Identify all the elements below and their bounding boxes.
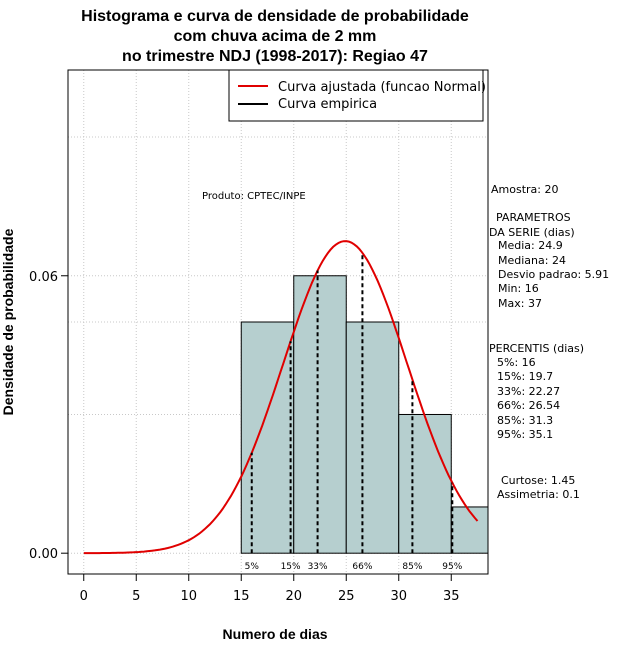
y-tick-label: 0.00 [29, 547, 58, 562]
x-tick-label: 0 [80, 589, 88, 604]
legend-box [228, 69, 484, 122]
stat-p66: 66%: 26.54 [497, 399, 560, 412]
histogram-bar [398, 413, 452, 554]
histogram-bars [240, 275, 489, 554]
percentile-label: 33% [308, 562, 328, 572]
stat-p33: 33%: 22.27 [497, 385, 560, 398]
x-tick-label: 30 [390, 589, 407, 604]
stat-assimetria: Assimetria: 0.1 [497, 488, 580, 501]
chart-title-line-3: no trimestre NDJ (1998-2017): Regiao 47 [122, 48, 428, 65]
stat-p95: 95%: 35.1 [497, 428, 553, 441]
credit-text: Produto: CPTEC/INPE [202, 191, 306, 202]
stat-p5: 5%: 16 [497, 356, 536, 369]
x-tick-label: 15 [233, 589, 250, 604]
stat-amostra: Amostra: 20 [491, 183, 558, 196]
x-tick-label: 25 [338, 589, 355, 604]
statistics-panel: Amostra: 20 PARAMETROS DA SERIE (dias) M… [489, 183, 609, 501]
x-axis-label: Numero de dias [222, 626, 327, 642]
legend: Curva ajustada (funcao Normal) Curva emp… [228, 69, 486, 122]
fitted-normal-curve [83, 240, 479, 555]
stat-media: Media: 24.9 [498, 239, 563, 252]
x-tick-label: 35 [443, 589, 460, 604]
histogram-bar [293, 275, 347, 554]
y-tick-label: 0.06 [29, 270, 58, 285]
legend-fitted-label: Curva ajustada (funcao Normal) [278, 80, 486, 95]
histogram-bar [345, 321, 400, 554]
percentile-label: 66% [352, 562, 372, 572]
y-axis-label: Densidade de probabilidade [0, 228, 16, 415]
stat-param-title-1: PARAMETROS [496, 211, 571, 224]
chart-title-line-1: Histograma e curva de densidade de proba… [81, 8, 469, 25]
stat-param-title-2: DA SERIE (dias) [489, 226, 575, 239]
stat-max: Max: 37 [498, 297, 542, 310]
stat-p15: 15%: 19.7 [497, 370, 553, 383]
stat-curtose: Curtose: 1.45 [501, 474, 575, 487]
percentile-lines: 5% 15% 33% 66% 85% 95% [245, 252, 463, 572]
histogram-bar [450, 506, 489, 554]
legend-empirical-label: Curva empirica [278, 97, 377, 112]
percentile-label: 15% [281, 562, 301, 572]
stat-min: Min: 16 [498, 282, 539, 295]
x-tick-label: 10 [180, 589, 197, 604]
y-axis: 0.00 0.06 [29, 270, 69, 562]
x-tick-label: 5 [132, 589, 140, 604]
percentile-label: 95% [442, 562, 462, 572]
percentile-label: 85% [402, 562, 422, 572]
percentile-label: 5% [245, 562, 260, 572]
stat-mediana: Mediana: 24 [498, 254, 566, 267]
stat-p85: 85%: 31.3 [497, 414, 553, 427]
stat-desvio: Desvio padrao: 5.91 [498, 268, 609, 281]
x-tick-label: 20 [285, 589, 302, 604]
x-axis: 0 5 10 15 20 25 30 35 [80, 573, 460, 604]
chart-title-line-2: com chuva acima de 2 mm [174, 28, 377, 45]
stat-pct-title: PERCENTIS (dias) [489, 342, 584, 355]
